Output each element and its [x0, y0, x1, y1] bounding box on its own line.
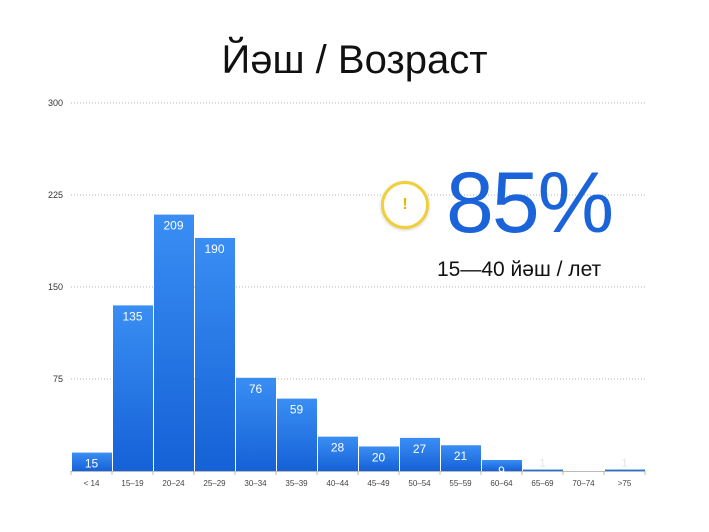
exclamation-glyph: !: [402, 196, 408, 213]
x-tick-label: 55–59: [449, 479, 472, 488]
bar-value-label: 27: [413, 442, 427, 456]
bar-value-label: 135: [122, 309, 142, 323]
bar: [523, 469, 563, 471]
x-tick-label: 30–34: [244, 479, 267, 488]
bar: [400, 437, 440, 471]
y-tick-label: 150: [48, 282, 63, 292]
bar: [236, 377, 276, 471]
x-tick-label: 50–54: [408, 479, 431, 488]
x-tick-label: 45–49: [367, 479, 390, 488]
bars: 15 135 209 190 76 59 28 20 27 21 9 1 1: [72, 214, 645, 478]
bar: [482, 459, 522, 471]
exclamation-icon: !: [381, 181, 429, 229]
bar-value-label: 15: [85, 457, 99, 471]
x-tick-label: 15–19: [121, 479, 144, 488]
bar: [154, 214, 194, 472]
bar: [113, 305, 153, 471]
bar: [277, 398, 317, 471]
y-tick-label: 225: [48, 190, 63, 200]
bar: [318, 436, 358, 471]
x-tick-label: 60–64: [490, 479, 513, 488]
bar-value-label: 1: [621, 456, 628, 470]
x-tick-label: >75: [618, 479, 632, 488]
bar-value-label: 20: [372, 450, 386, 464]
bar-value-label: 190: [204, 242, 224, 256]
chart-title: Йәш / Возраст: [221, 38, 488, 82]
bar: [605, 469, 645, 471]
y-tick-label: 300: [48, 98, 63, 108]
bar-value-label: 59: [290, 403, 304, 417]
x-tick-label: 70–74: [572, 479, 595, 488]
x-tick-label: 25–29: [203, 479, 226, 488]
x-tick-label: < 14: [84, 479, 100, 488]
x-tick-label: 35–39: [285, 479, 308, 488]
x-tick-label: 40–44: [326, 479, 349, 488]
bar: [441, 445, 481, 471]
highlight-percent: 85%: [446, 155, 614, 251]
bar-value-label: 1: [539, 456, 546, 470]
highlight-range-label: 15—40 йәш / лет: [437, 258, 602, 281]
bar-value-label: 28: [331, 441, 345, 455]
x-axis-ticks: < 14 15–19 20–24 25–29 30–34 35–39 40–44 45–49 5…: [70, 471, 646, 488]
bar: [72, 452, 112, 471]
bar-value-label: 21: [454, 449, 468, 463]
bar: [359, 446, 399, 471]
y-tick-label: 75: [53, 374, 63, 384]
bar-value-label: 209: [163, 219, 183, 233]
x-tick-label: 65–69: [531, 479, 554, 488]
bar-value-label: 76: [249, 382, 263, 396]
bar-value-label: 9: [498, 464, 505, 478]
x-tick-label: 20–24: [162, 479, 185, 488]
bar: [195, 237, 235, 471]
